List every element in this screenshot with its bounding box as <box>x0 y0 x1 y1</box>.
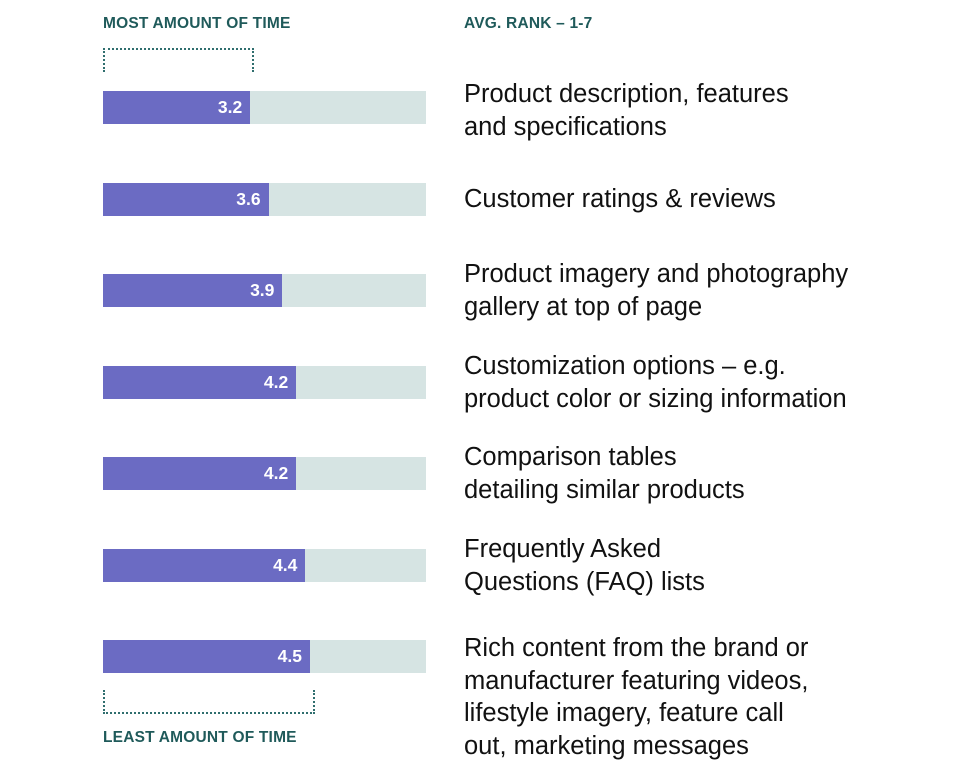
bar-track: 3.6 <box>103 183 426 216</box>
bar-track: 4.4 <box>103 549 426 582</box>
bar-fill <box>103 183 269 216</box>
least-time-bracket <box>103 690 315 714</box>
bar-fill <box>103 457 297 490</box>
bar-track: 4.2 <box>103 457 426 490</box>
bar-value-label: 4.5 <box>277 646 302 666</box>
bar-value-label: 3.2 <box>217 97 243 117</box>
category-label: Rich content from the brand or manufactur… <box>464 634 809 760</box>
category-label: Comparison tables detailing similar produ… <box>464 443 745 504</box>
bar-track: 3.9 <box>103 274 426 307</box>
bar-value-label: 3.9 <box>250 280 275 300</box>
category-label: Customer ratings & reviews <box>464 185 776 213</box>
bar-track: 4.5 <box>103 640 426 673</box>
bar-track: 4.2 <box>103 366 426 399</box>
bar-value-label: 3.6 <box>236 189 261 209</box>
least-time-footer: LEAST AMOUNT OF TIME <box>103 729 297 746</box>
bar-value-label: 4.2 <box>263 463 289 483</box>
bar-fill <box>103 549 306 582</box>
category-label: Product description, features and specifi… <box>464 80 789 141</box>
category-label: Customization options – e.g. product colo… <box>464 352 847 413</box>
bar-value-label: 4.4 <box>273 555 298 575</box>
most-time-bracket <box>103 48 254 72</box>
bar-fill <box>103 640 310 673</box>
bar-track: 3.2 <box>103 91 426 124</box>
bar-fill <box>103 274 283 307</box>
category-label: Frequently Asked Questions (FAQ) lists <box>464 535 705 596</box>
bar-value-label: 4.2 <box>263 372 289 392</box>
avg-rank-header: AVG. RANK – 1-7 <box>464 15 593 32</box>
category-label: Product imagery and photography gallery a… <box>464 260 849 321</box>
bar-fill <box>103 366 297 399</box>
most-time-header: MOST AMOUNT OF TIME <box>103 15 291 32</box>
bar-fill <box>103 91 251 124</box>
